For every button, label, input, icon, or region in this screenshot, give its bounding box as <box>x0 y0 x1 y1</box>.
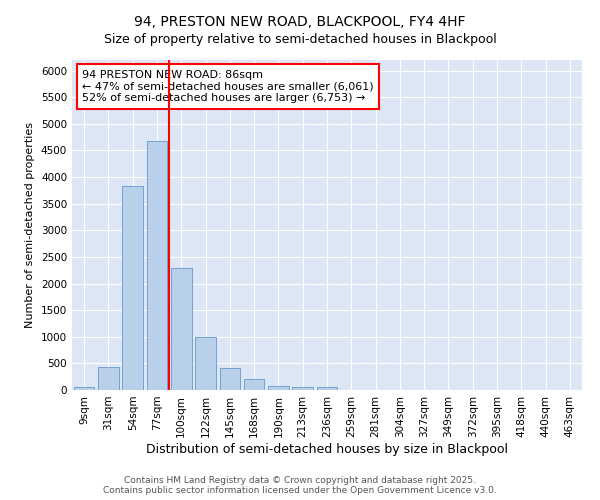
Bar <box>244 380 265 390</box>
Bar <box>171 268 191 390</box>
Bar <box>98 367 119 390</box>
Bar <box>317 387 337 390</box>
Text: Size of property relative to semi-detached houses in Blackpool: Size of property relative to semi-detach… <box>104 32 496 46</box>
Bar <box>195 337 216 390</box>
Bar <box>268 386 289 390</box>
Text: Contains HM Land Registry data © Crown copyright and database right 2025.
Contai: Contains HM Land Registry data © Crown c… <box>103 476 497 495</box>
Bar <box>146 141 167 390</box>
Bar <box>74 388 94 390</box>
Bar <box>220 368 240 390</box>
X-axis label: Distribution of semi-detached houses by size in Blackpool: Distribution of semi-detached houses by … <box>146 442 508 456</box>
Text: 94, PRESTON NEW ROAD, BLACKPOOL, FY4 4HF: 94, PRESTON NEW ROAD, BLACKPOOL, FY4 4HF <box>134 15 466 29</box>
Bar <box>122 186 143 390</box>
Y-axis label: Number of semi-detached properties: Number of semi-detached properties <box>25 122 35 328</box>
Text: 94 PRESTON NEW ROAD: 86sqm
← 47% of semi-detached houses are smaller (6,061)
52%: 94 PRESTON NEW ROAD: 86sqm ← 47% of semi… <box>82 70 374 103</box>
Bar <box>292 386 313 390</box>
